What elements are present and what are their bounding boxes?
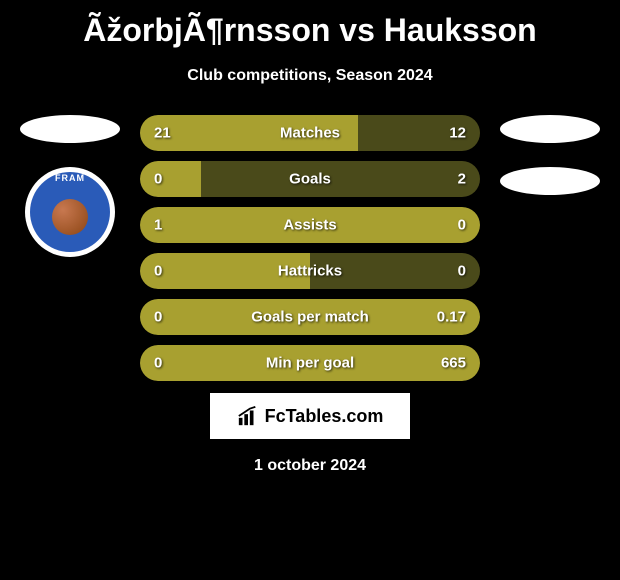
player-badge-left (20, 115, 120, 143)
stat-value-left: 0 (154, 309, 162, 326)
stat-label: Assists (283, 217, 336, 234)
chart-icon (237, 405, 259, 427)
stat-row-assists: 1 Assists 0 (140, 207, 480, 243)
stat-label: Matches (280, 125, 340, 142)
stat-value-right: 2 (458, 171, 466, 188)
footer-brand-logo[interactable]: FcTables.com (210, 393, 410, 439)
left-badges-column: FRAM (10, 115, 130, 257)
stat-label: Min per goal (266, 355, 354, 372)
page-title: ÃžorbjÃ¶rnsson vs Hauksson (10, 0, 610, 49)
main-container: ÃžorbjÃ¶rnsson vs Hauksson Club competit… (0, 0, 620, 475)
club-badge-label: FRAM (25, 173, 115, 183)
stat-bar-left (140, 161, 201, 197)
stat-value-right: 0.17 (437, 309, 466, 326)
club-badge-left: FRAM (25, 167, 115, 257)
stat-value-left: 21 (154, 125, 171, 142)
stat-label: Goals (289, 171, 331, 188)
footer-date: 1 october 2024 (10, 457, 610, 475)
player-badge-right (500, 115, 600, 143)
stat-rows-container: 21 Matches 12 0 Goals 2 1 Assists 0 0 Ha… (140, 115, 480, 381)
page-subtitle: Club competitions, Season 2024 (10, 67, 610, 85)
footer-brand-text: FcTables.com (265, 406, 384, 427)
stat-label: Goals per match (251, 309, 369, 326)
stat-value-right: 12 (449, 125, 466, 142)
stat-value-right: 0 (458, 263, 466, 280)
stat-label: Hattricks (278, 263, 342, 280)
stat-value-right: 0 (458, 217, 466, 234)
stat-value-left: 0 (154, 171, 162, 188)
stat-row-goals: 0 Goals 2 (140, 161, 480, 197)
stat-row-matches: 21 Matches 12 (140, 115, 480, 151)
right-badges-column (490, 115, 610, 219)
club-badge-right (500, 167, 600, 195)
footer-brand-content: FcTables.com (237, 405, 384, 427)
stat-row-min-per-goal: 0 Min per goal 665 (140, 345, 480, 381)
stat-value-left: 0 (154, 263, 162, 280)
stat-row-goals-per-match: 0 Goals per match 0.17 (140, 299, 480, 335)
stat-value-right: 665 (441, 355, 466, 372)
stat-row-hattricks: 0 Hattricks 0 (140, 253, 480, 289)
stats-area: FRAM 21 Matches 12 0 Goals 2 1 (10, 115, 610, 381)
ball-icon (52, 199, 88, 235)
club-badge-inner (30, 172, 110, 252)
stat-value-left: 0 (154, 355, 162, 372)
stat-value-left: 1 (154, 217, 162, 234)
